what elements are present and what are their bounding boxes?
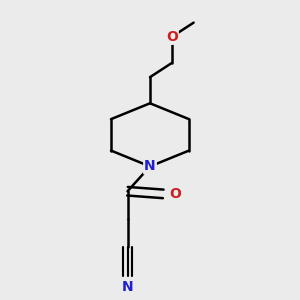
Text: O: O xyxy=(166,30,178,44)
Text: O: O xyxy=(169,187,181,201)
Text: N: N xyxy=(144,159,156,173)
Text: N: N xyxy=(122,280,133,295)
